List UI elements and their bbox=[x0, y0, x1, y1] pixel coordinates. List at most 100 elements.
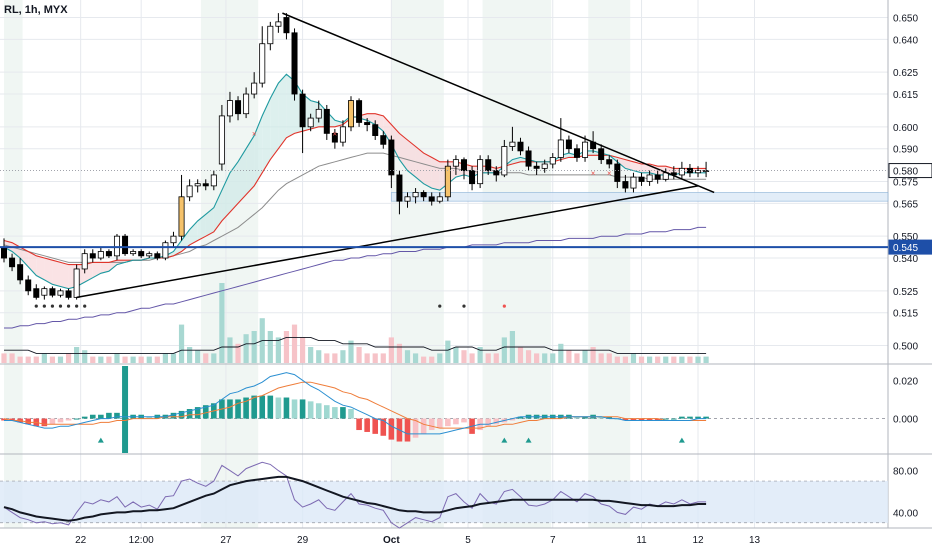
macd-hist-bar bbox=[517, 416, 524, 419]
ema-cloud bbox=[431, 157, 440, 191]
price-label-box-1 bbox=[888, 239, 932, 255]
candle bbox=[444, 165, 451, 198]
volume-bar bbox=[695, 356, 701, 363]
macd-hist-bar bbox=[606, 416, 613, 419]
volume-bar bbox=[453, 347, 459, 363]
ema-cloud bbox=[221, 172, 230, 221]
macd-hist-bar bbox=[695, 416, 701, 419]
volume-bar bbox=[187, 347, 193, 363]
candle bbox=[436, 196, 443, 202]
candle bbox=[226, 100, 233, 117]
volume-bar bbox=[445, 340, 451, 363]
volume-bar bbox=[574, 353, 580, 363]
volume-bar bbox=[396, 343, 403, 363]
candle bbox=[323, 108, 330, 134]
volume-bar bbox=[356, 347, 362, 363]
candle bbox=[364, 122, 371, 126]
candle bbox=[105, 251, 112, 257]
candle bbox=[477, 159, 484, 185]
candle bbox=[541, 163, 548, 169]
candle bbox=[565, 139, 572, 150]
volume-bar bbox=[1, 353, 7, 363]
candle bbox=[485, 159, 492, 171]
rsi-ma-line bbox=[3, 475, 707, 522]
candle bbox=[582, 141, 589, 158]
volume-bar bbox=[404, 350, 411, 363]
candle bbox=[420, 192, 427, 198]
candle bbox=[202, 183, 209, 187]
candle bbox=[646, 174, 653, 182]
candle bbox=[356, 100, 363, 123]
macd-hist-bar bbox=[9, 418, 15, 421]
volume-bar bbox=[114, 353, 120, 363]
volume-ma-line bbox=[4, 336, 707, 354]
macd-hist-bar bbox=[324, 405, 330, 419]
macd-hist-bar bbox=[227, 399, 233, 419]
macd-hist-bar bbox=[574, 416, 580, 419]
rsi-line bbox=[3, 461, 707, 529]
candle bbox=[307, 117, 314, 128]
candle bbox=[162, 242, 169, 259]
ema-cloud bbox=[254, 115, 263, 186]
volume-bar bbox=[178, 324, 185, 363]
macd-hist-bar bbox=[202, 405, 209, 419]
price-axis-tick-9: 0.540 bbox=[893, 254, 918, 265]
volume-bar bbox=[566, 350, 572, 363]
session-band-3 bbox=[482, 0, 552, 528]
rsi-band bbox=[0, 481, 888, 523]
candle bbox=[130, 251, 137, 255]
volume-bar bbox=[299, 337, 306, 363]
price-axis-tick-10: 0.525 bbox=[893, 287, 918, 298]
sma-line bbox=[3, 152, 707, 263]
signal-dot bbox=[462, 304, 466, 308]
candle bbox=[533, 165, 540, 169]
volume-bar bbox=[614, 356, 620, 363]
candle bbox=[186, 185, 193, 198]
candle bbox=[291, 32, 298, 95]
volume-bar bbox=[348, 340, 354, 363]
candle bbox=[348, 100, 355, 128]
ema-cloud bbox=[399, 133, 408, 171]
signal-dot bbox=[50, 304, 55, 308]
volume-bar bbox=[340, 350, 346, 363]
candle bbox=[614, 163, 621, 182]
signal-dot bbox=[75, 304, 79, 308]
macd-hist-bar bbox=[630, 418, 637, 421]
volume-bar bbox=[219, 283, 225, 363]
macd-hist-bar bbox=[307, 401, 314, 419]
macd-hist-bar bbox=[243, 397, 249, 419]
volume-bar bbox=[663, 356, 669, 363]
macd-hist-bar bbox=[687, 416, 693, 419]
candle bbox=[412, 192, 419, 198]
candle bbox=[695, 170, 702, 174]
candle bbox=[283, 17, 290, 34]
volume-bar bbox=[49, 356, 56, 363]
price-axis-tick-0: 0.650 bbox=[893, 13, 918, 24]
volume-bar bbox=[477, 347, 483, 363]
ema-cloud bbox=[108, 260, 117, 272]
macd-cross-marker bbox=[525, 437, 532, 443]
triangle-upper-line bbox=[282, 12, 715, 194]
candle bbox=[428, 196, 435, 202]
volume-bar bbox=[485, 353, 491, 363]
macd-hist-bar bbox=[703, 416, 709, 419]
macd-hist-bar bbox=[275, 397, 282, 419]
volume-bar bbox=[195, 350, 201, 363]
volume-bar bbox=[17, 356, 23, 363]
macd-hist-bar bbox=[485, 418, 491, 427]
candle bbox=[703, 170, 710, 172]
macd-hist-bar bbox=[283, 397, 290, 419]
volume-bar bbox=[501, 337, 507, 363]
price-label-1: 0.545 bbox=[893, 243, 918, 254]
price-label-box-0 bbox=[888, 163, 932, 179]
macd-hist-bar bbox=[106, 412, 112, 419]
macd-hist-bar bbox=[178, 410, 185, 419]
macd-line bbox=[4, 372, 707, 435]
candle bbox=[598, 148, 605, 161]
volume-bar bbox=[429, 356, 435, 363]
macd-hist-bar bbox=[267, 395, 274, 419]
macd-hist-bar bbox=[364, 418, 370, 432]
volume-bar bbox=[235, 343, 241, 363]
